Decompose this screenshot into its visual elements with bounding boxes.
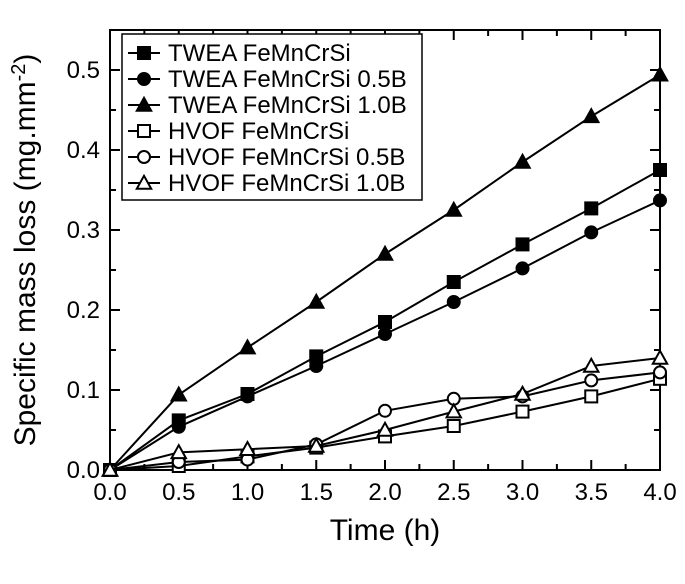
y-tick-label: 0.2 [67, 297, 100, 324]
y-tick-label: 0.4 [67, 137, 100, 164]
legend-label: TWEA FeMnCrSi [168, 40, 351, 67]
x-tick-label: 2.0 [368, 479, 401, 506]
y-tick-label: 0.3 [67, 217, 100, 244]
x-tick-label: 3.0 [506, 479, 539, 506]
legend-item: HVOF FeMnCrSi 0.5B [128, 144, 405, 171]
x-tick-label: 0.5 [162, 479, 195, 506]
legend-item: TWEA FeMnCrSi 1.0B [128, 92, 407, 119]
x-tick-label: 2.5 [437, 479, 470, 506]
legend-label: TWEA FeMnCrSi 1.0B [168, 92, 407, 119]
x-tick-label: 3.5 [575, 479, 608, 506]
legend-label: HVOF FeMnCrSi 0.5B [168, 144, 405, 171]
chart-container: 0.00.51.01.52.02.53.03.54.00.00.10.20.30… [0, 0, 685, 584]
legend-item: HVOF FeMnCrSi 1.0B [128, 170, 405, 197]
x-tick-label: 4.0 [643, 479, 676, 506]
y-tick-label: 0.1 [67, 377, 100, 404]
legend-label: HVOF FeMnCrSi 1.0B [168, 170, 405, 197]
chart-svg: 0.00.51.01.52.02.53.03.54.00.00.10.20.30… [0, 0, 685, 584]
legend-label: HVOF FeMnCrSi [168, 118, 349, 145]
legend-label: TWEA FeMnCrSi 0.5B [168, 66, 407, 93]
y-tick-label: 0.0 [67, 457, 100, 484]
y-axis-label: Specific mass loss (mg.mm-2) [8, 54, 42, 447]
legend-item: TWEA FeMnCrSi 0.5B [128, 66, 407, 93]
y-tick-label: 0.5 [67, 57, 100, 84]
x-tick-label: 1.5 [300, 479, 333, 506]
x-tick-label: 1.0 [231, 479, 264, 506]
x-axis-label: Time (h) [330, 514, 441, 547]
